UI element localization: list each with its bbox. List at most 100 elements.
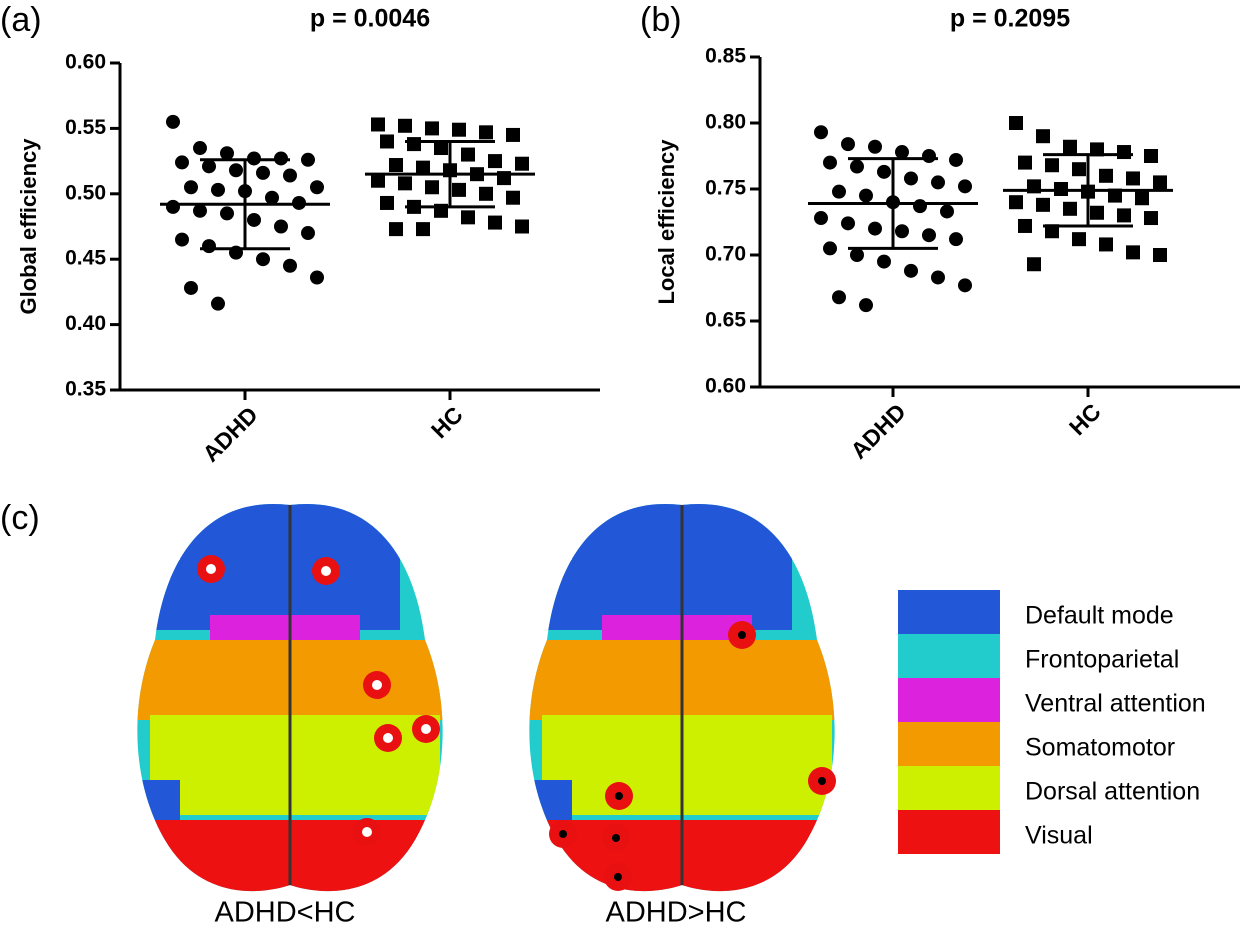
data-point [416,222,430,237]
data-point [823,241,837,256]
node-centers [206,564,431,837]
data-point [220,206,234,221]
data-point [274,219,288,234]
data-point [922,228,936,243]
y-tick-label: 0.60 [65,51,106,74]
data-point [301,226,315,241]
legend-swatch [898,810,1000,854]
x-tick-label: HC [1064,398,1106,440]
data-point [814,211,828,226]
data-point [229,163,243,178]
data-point [895,145,909,160]
chart-title: p = 0.2095 [950,5,1070,33]
legend-swatch [898,722,1000,766]
data-point [506,190,520,205]
legend-swatch [898,634,1000,678]
data-point [1099,168,1113,183]
data-point [425,121,439,136]
data-point [407,137,421,152]
legend-swatch [898,766,1000,810]
data-point [461,147,475,162]
node-centers-dark [559,631,826,881]
legend-swatch [898,590,1000,634]
x-tick-label: HC [426,401,468,443]
data-point [1063,201,1077,216]
y-tick-label: 0.70 [705,243,746,266]
data-point [1045,224,1059,239]
data-point [1018,218,1032,233]
data-point [841,137,855,152]
y-tick-label: 0.65 [705,309,746,332]
data-point [1126,171,1140,186]
data-point [175,232,189,247]
legend-swatch [898,678,1000,722]
data-point [1072,162,1086,177]
data-point [1027,257,1041,272]
data-point [1144,149,1158,163]
data-point [166,114,180,129]
data-point [488,215,502,230]
data-point [931,270,945,285]
data-point [1144,211,1158,226]
panel-label: (b) [640,1,682,39]
data-point [1117,208,1131,223]
data-point [904,263,918,278]
data-point [283,168,297,183]
brain-images [137,503,836,892]
data-point [832,290,846,305]
data-point [301,152,315,167]
data-point [389,158,403,173]
data-point [949,232,963,247]
data-point [175,155,189,170]
data-point [850,248,864,262]
data-point [904,171,918,186]
data-point [256,165,270,180]
data-point [389,222,403,237]
data-point [488,154,502,169]
data-point [1135,191,1149,206]
data-point [958,179,972,194]
data-point [859,298,873,313]
data-point [949,152,963,167]
y-tick-label: 0.45 [65,247,106,270]
data-point [868,139,882,154]
legend-label: Default mode [1025,602,1174,630]
data-point [814,125,828,140]
data-point [922,149,936,163]
brain-right [529,503,835,892]
data-point [256,252,270,267]
legend-label: Ventral attention [1025,690,1206,718]
y-tick-label: 0.35 [65,378,106,401]
y-tick-label: 0.40 [65,312,106,335]
data-point [958,278,972,293]
data-point [1045,158,1059,173]
panel-label: (c) [0,499,40,537]
chart-title: p = 0.0046 [310,5,430,33]
data-point [184,180,198,195]
y-axis-label: Local efficiency [654,139,679,305]
data-point [1090,142,1104,157]
data-point [425,180,439,195]
data-point [452,122,466,137]
data-point [931,175,945,190]
data-point [479,125,493,140]
y-tick-label: 0.60 [705,375,746,398]
data-point [515,156,529,171]
data-point [940,204,954,219]
data-point [1099,237,1113,252]
data-point [1108,188,1122,203]
data-point [220,146,234,161]
data-point [1036,129,1050,144]
data-point [823,155,837,170]
data-point [1153,248,1167,262]
caption: ADHD<HC [215,897,356,929]
data-point [193,203,207,218]
data-point [1009,195,1023,210]
data-point [895,224,909,239]
y-tick-label: 0.55 [65,116,106,139]
data-point [877,164,891,179]
y-tick-label: 0.85 [705,45,746,68]
data-point [202,239,216,254]
data-point [310,180,324,195]
